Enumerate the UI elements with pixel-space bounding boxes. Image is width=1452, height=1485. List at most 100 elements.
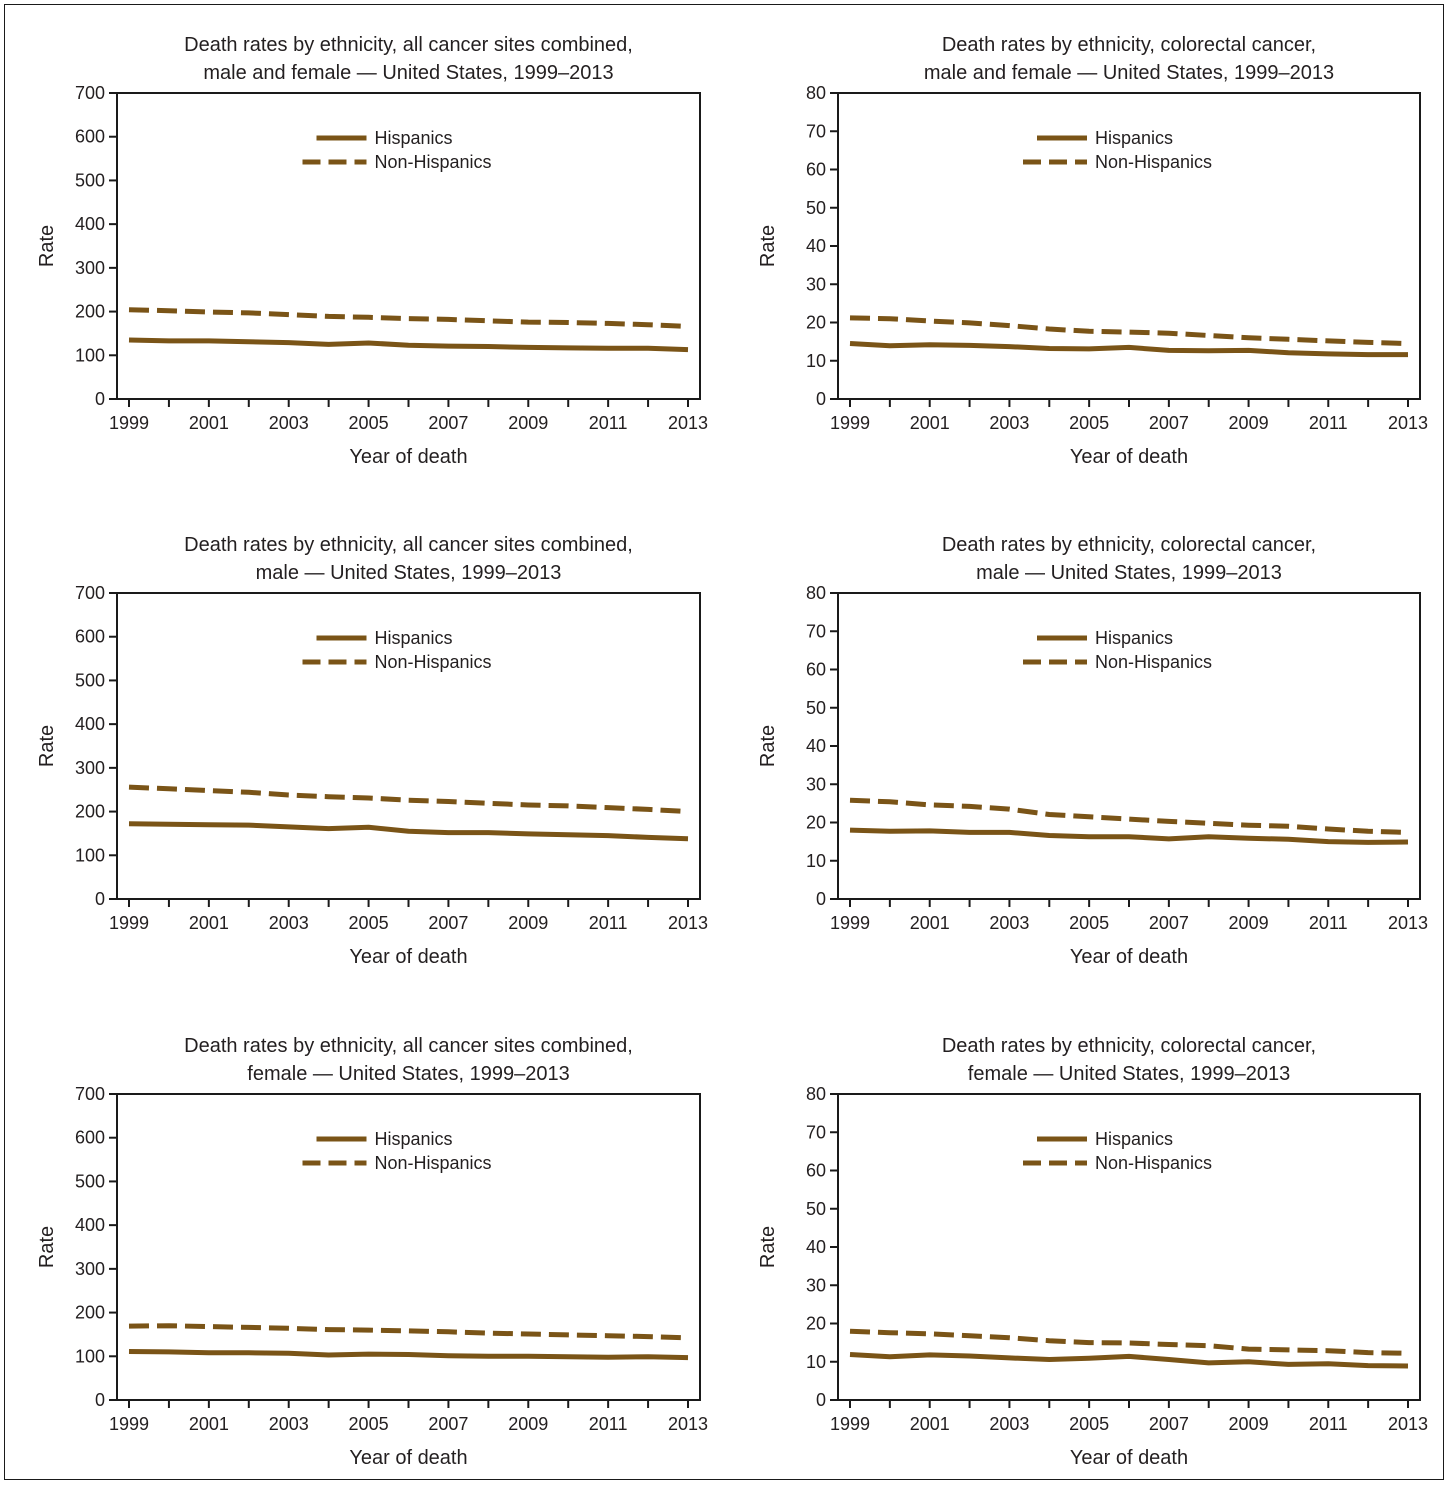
x-tick-label: 2005 bbox=[1069, 413, 1109, 433]
x-tick-label: 2003 bbox=[989, 1414, 1029, 1434]
y-tick-label: 80 bbox=[806, 583, 826, 603]
chart-title-line: Death rates by ethnicity, all cancer sit… bbox=[184, 534, 633, 556]
legend-label: Hispanics bbox=[375, 128, 453, 148]
y-tick-label: 600 bbox=[75, 1128, 105, 1148]
y-axis-label: Rate bbox=[36, 225, 58, 267]
x-tick-label: 2011 bbox=[1309, 913, 1348, 933]
x-tick-label: 2011 bbox=[1309, 1414, 1348, 1434]
x-tick-label: 2009 bbox=[508, 1414, 548, 1434]
y-tick-label: 0 bbox=[816, 1390, 826, 1410]
y-tick-label: 50 bbox=[806, 698, 826, 718]
x-tick-label: 2001 bbox=[910, 1414, 950, 1434]
x-tick-label: 1999 bbox=[109, 413, 149, 433]
series-line-hispanics bbox=[849, 827, 1409, 845]
y-tick-label: 500 bbox=[75, 170, 105, 190]
y-tick-label: 300 bbox=[75, 258, 105, 278]
y-tick-label: 0 bbox=[95, 889, 105, 909]
y-tick-label: 40 bbox=[806, 236, 826, 256]
x-tick-label: 1999 bbox=[830, 1414, 870, 1434]
chart-title-line: female — United States, 1999–2013 bbox=[247, 1063, 569, 1085]
x-tick-label: 2007 bbox=[428, 1414, 468, 1434]
y-axis-label: Rate bbox=[757, 225, 779, 267]
y-tick-label: 50 bbox=[806, 1199, 826, 1219]
y-tick-label: 700 bbox=[75, 583, 105, 603]
chart-title-line: male — United States, 1999–2013 bbox=[256, 562, 562, 584]
chart-title-line: male and female — United States, 1999–20… bbox=[203, 62, 613, 84]
x-tick-label: 2011 bbox=[589, 1414, 628, 1434]
x-tick-label: 2009 bbox=[508, 913, 548, 933]
legend-label: Non-Hispanics bbox=[375, 1153, 492, 1173]
series-line-hispanics bbox=[128, 337, 689, 353]
legend-label: Hispanics bbox=[1095, 128, 1173, 148]
chart-panel: Death rates by ethnicity, all cancer sit… bbox=[36, 534, 708, 968]
x-tick-label: 2005 bbox=[1069, 913, 1109, 933]
chart-panel: Death rates by ethnicity, colorectal can… bbox=[757, 534, 1428, 968]
y-tick-label: 200 bbox=[75, 802, 105, 822]
series-line-hispanics bbox=[849, 1352, 1409, 1369]
x-tick-label: 2003 bbox=[269, 413, 309, 433]
y-tick-label: 60 bbox=[806, 1161, 826, 1181]
chart-panel: Death rates by ethnicity, colorectal can… bbox=[757, 34, 1428, 468]
x-tick-label: 2011 bbox=[589, 913, 628, 933]
y-tick-label: 30 bbox=[806, 774, 826, 794]
legend-label: Non-Hispanics bbox=[375, 652, 492, 672]
y-tick-label: 700 bbox=[75, 1084, 105, 1104]
series-line-hispanics bbox=[128, 821, 689, 842]
y-axis-label: Rate bbox=[757, 725, 779, 767]
chart-title-line: male and female — United States, 1999–20… bbox=[924, 62, 1334, 84]
y-tick-label: 0 bbox=[816, 389, 826, 409]
figure-frame bbox=[4, 4, 1444, 1480]
x-tick-label: 2007 bbox=[1149, 913, 1189, 933]
y-tick-label: 100 bbox=[75, 1346, 105, 1366]
x-tick-label: 2003 bbox=[989, 413, 1029, 433]
y-tick-label: 100 bbox=[75, 345, 105, 365]
x-tick-label: 1999 bbox=[830, 913, 870, 933]
x-tick-label: 2011 bbox=[1309, 413, 1348, 433]
x-tick-label: 2013 bbox=[668, 913, 708, 933]
series-line-non-hispanics bbox=[128, 307, 689, 329]
legend-label: Non-Hispanics bbox=[375, 152, 492, 172]
x-tick-label: 1999 bbox=[109, 913, 149, 933]
x-axis-label: Year of death bbox=[1070, 1447, 1188, 1469]
y-axis-label: Rate bbox=[36, 725, 58, 767]
x-tick-label: 2013 bbox=[1388, 413, 1428, 433]
x-axis-label: Year of death bbox=[1070, 446, 1188, 468]
x-tick-label: 2001 bbox=[910, 913, 950, 933]
series-line-non-hispanics bbox=[849, 315, 1409, 346]
y-tick-label: 400 bbox=[75, 714, 105, 734]
y-tick-label: 50 bbox=[806, 198, 826, 218]
y-axis-label: Rate bbox=[36, 1226, 58, 1268]
y-tick-label: 400 bbox=[75, 1215, 105, 1235]
y-tick-label: 0 bbox=[95, 1390, 105, 1410]
y-tick-label: 70 bbox=[806, 621, 826, 641]
x-tick-label: 2009 bbox=[508, 413, 548, 433]
chart-title-line: male — United States, 1999–2013 bbox=[976, 562, 1282, 584]
y-tick-label: 400 bbox=[75, 214, 105, 234]
x-tick-label: 1999 bbox=[109, 1414, 149, 1434]
y-tick-label: 40 bbox=[806, 736, 826, 756]
x-tick-label: 2013 bbox=[1388, 913, 1428, 933]
legend-label: Hispanics bbox=[375, 1129, 453, 1149]
x-tick-label: 2013 bbox=[668, 1414, 708, 1434]
chart-title-line: female — United States, 1999–2013 bbox=[968, 1063, 1290, 1085]
x-axis-label: Year of death bbox=[349, 946, 467, 968]
x-tick-label: 2005 bbox=[349, 1414, 389, 1434]
y-tick-label: 500 bbox=[75, 1171, 105, 1191]
y-tick-label: 40 bbox=[806, 1237, 826, 1257]
x-tick-label: 2001 bbox=[189, 413, 229, 433]
y-tick-label: 300 bbox=[75, 1259, 105, 1279]
x-tick-label: 2003 bbox=[989, 913, 1029, 933]
x-tick-label: 2011 bbox=[589, 413, 628, 433]
x-tick-label: 2009 bbox=[1229, 413, 1269, 433]
y-tick-label: 20 bbox=[806, 1314, 826, 1334]
x-tick-label: 2007 bbox=[428, 413, 468, 433]
legend-label: Non-Hispanics bbox=[1095, 1153, 1212, 1173]
legend-label: Hispanics bbox=[1095, 628, 1173, 648]
y-tick-label: 100 bbox=[75, 845, 105, 865]
chart-panel: Death rates by ethnicity, colorectal can… bbox=[757, 1035, 1428, 1469]
y-tick-label: 200 bbox=[75, 302, 105, 322]
series-line-non-hispanics bbox=[128, 784, 689, 815]
y-tick-label: 60 bbox=[806, 660, 826, 680]
x-tick-label: 2013 bbox=[668, 413, 708, 433]
